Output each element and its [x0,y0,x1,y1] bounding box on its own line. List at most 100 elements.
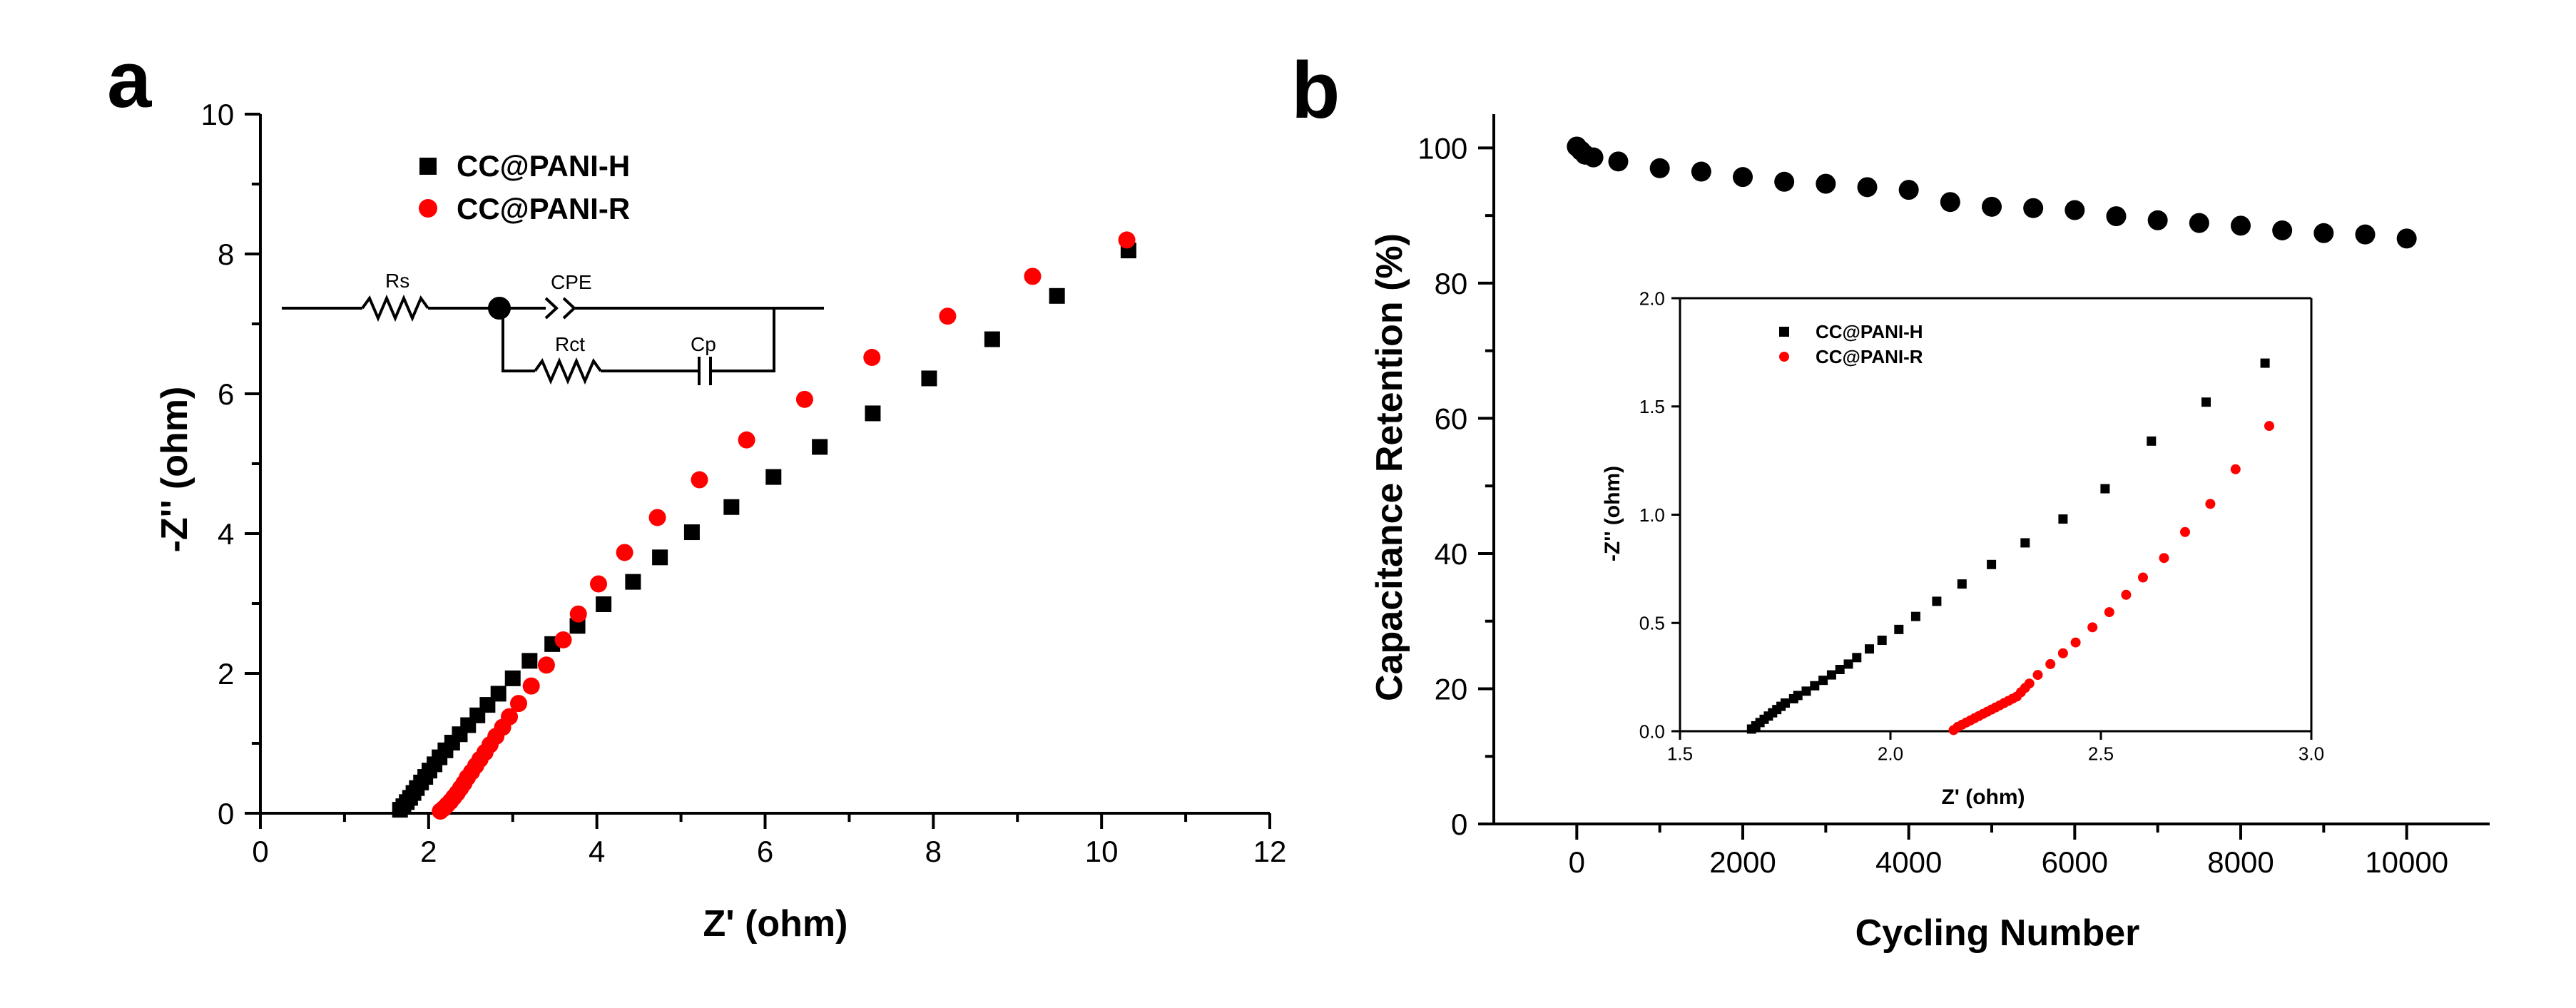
panel-a-point-cc-pani-r [691,471,708,489]
inset-point-cc-pani-r [2087,622,2098,633]
panel-a-point-cc-pani-r [522,677,540,695]
panel-a-point-cc-pani-r [738,431,755,449]
panel-b-data-points [1567,136,2417,249]
inset-legend-marker-cc-pani-r [1779,352,1789,362]
inset-y-tick-label: 1.0 [1639,504,1665,526]
inset-x-tick-label: 2.0 [1878,743,1903,765]
inset-x-tick-label: 1.5 [1667,743,1693,765]
panel-b-inset-chart: 1.5 2.0 2.5 3.0 0.0 0.5 1.0 1.5 2.0 Z' (ohm) -Z… [1601,287,2324,809]
panel-a-point-cc-pani-h [921,370,937,387]
panel-a-y-tick-labels: 0 2 4 6 8 10 [201,98,235,830]
panel-a-y-tick-label: 2 [218,657,234,691]
inset-y-tick-label: 0.0 [1639,721,1665,742]
inset-point-cc-pani-h [1801,686,1811,696]
panel-b-y-tick-label: 40 [1435,537,1468,571]
panel-b-point-capacitance-retention [1898,180,1919,200]
panel-a-point-cc-pani-r [554,631,572,648]
panel-a-x-tick-labels: 0 2 4 6 8 10 12 [252,835,1286,868]
inset-point-cc-pani-h [1810,681,1820,691]
panel-a-y-tick-label: 0 [218,797,234,830]
inset-point-cc-pani-h [1818,676,1828,686]
inset-legend-marker-cc-pani-h [1779,327,1789,337]
inset-point-cc-pani-h [1793,691,1803,701]
inset-point-cc-pani-h [1987,559,1997,569]
inset-point-cc-pani-h [2147,436,2157,446]
inset-point-cc-pani-h [1865,644,1874,654]
legend-marker-cc-pani-r [419,199,437,218]
panel-a-point-cc-pani-r [537,656,555,674]
panel-b-point-capacitance-retention [2272,220,2293,240]
inset-point-cc-pani-r [2180,526,2190,537]
inset-legend-label-cc-pani-h: CC@PANI-H [1816,321,1923,342]
inset-axes [1671,297,2313,740]
inset-point-cc-pani-r [2264,421,2274,432]
panel-b-y-tick-label: 20 [1435,673,1468,706]
panel-b-point-capacitance-retention [1608,151,1629,172]
inset-point-cc-pani-h [1835,665,1845,675]
panel-b-x-tick-label: 6000 [2042,845,2108,879]
inset-y-tick-label: 1.5 [1639,396,1665,417]
inset-point-cc-pani-h [1877,636,1887,646]
panel-b-chart: 0 2000 4000 6000 8000 10000 0 20 40 60 80 100 Cycl… [1369,114,2490,954]
legend-marker-cc-pani-h [419,158,437,175]
inset-y-tick-labels: 0.0 0.5 1.0 1.5 2.0 [1639,287,1665,742]
inset-legend: CC@PANI-H CC@PANI-R [1779,321,1923,367]
panel-a-point-cc-pani-h [1049,287,1065,304]
panel-b-point-capacitance-retention [2189,213,2209,233]
panel-a-point-cc-pani-r [648,509,666,526]
panel-a-point-cc-pani-r [501,708,519,726]
panel-b-x-tick-label: 10000 [2365,845,2448,879]
inset-point-cc-pani-r [2205,499,2216,509]
panel-b-point-capacitance-retention [1733,167,1753,188]
panel-b-point-capacitance-retention [2023,198,2044,218]
inset-point-cc-pani-r [2045,658,2056,669]
panel-b-point-capacitance-retention [1691,161,1711,182]
panel-b-point-capacitance-retention [2065,200,2085,220]
panel-b-point-capacitance-retention [2355,224,2376,245]
inset-point-cc-pani-h [1781,698,1790,708]
inset-point-cc-pani-r [2070,637,2081,648]
panel-a-x-tick-label: 4 [589,835,605,868]
inset-point-cc-pani-h [2020,538,2030,548]
inset-legend-label-cc-pani-r: CC@PANI-R [1816,346,1923,367]
panel-a-x-tick-label: 12 [1253,835,1287,868]
circuit-wire-drop [502,308,535,372]
panel-a-point-cc-pani-h [504,670,521,686]
panel-b-point-capacitance-retention [1982,196,2002,217]
inset-point-cc-pani-r [2024,678,2035,689]
panel-a-data-points [392,231,1136,820]
inset-point-cc-pani-r [2104,607,2114,618]
panel-b-y-tick-label: 0 [1451,808,1467,841]
inset-point-cc-pani-r [2121,589,2132,600]
panel-a-point-cc-pani-r [616,544,633,561]
panel-a-x-tick-label: 10 [1085,835,1119,868]
inset-point-cc-pani-h [2100,484,2110,494]
inset-point-cc-pani-r [2159,553,2169,564]
inset-point-cc-pani-h [1826,670,1836,680]
inset-x-tick-label: 2.5 [2088,743,2114,765]
panel-a-point-cc-pani-r [1118,231,1136,249]
inset-y-axis-title: -Z'' (ohm) [1601,466,1624,561]
panel-a-x-tick-label: 2 [420,835,437,868]
panel-a-x-tick-label: 0 [252,835,268,868]
inset-point-cc-pani-h [1894,624,1904,634]
equivalent-circuit-diagram [282,294,824,385]
panel-a-point-cc-pani-h [812,439,828,455]
panel-a-point-cc-pani-r [795,390,813,408]
panel-b-point-capacitance-retention [1857,177,1878,198]
panel-b-point-capacitance-retention [2106,206,2127,227]
panel-b-x-tick-label: 4000 [1875,845,1942,879]
inset-y-tick-label: 0.5 [1639,613,1665,634]
resistor-rs [361,294,429,322]
panel-a-point-cc-pani-r [1024,268,1042,285]
panel-b-point-capacitance-retention [1649,158,1670,178]
circuit-wire-bottom-right [711,308,775,372]
panel-a-point-cc-pani-r [510,695,528,713]
panel-b-y-tick-labels: 0 20 40 60 80 100 [1417,132,1467,842]
panel-a-point-cc-pani-h [521,653,538,669]
inset-point-cc-pani-h [1852,653,1862,663]
panel-b-point-capacitance-retention [2313,223,2334,243]
panel-a-y-tick-label: 10 [201,98,235,131]
panel-a-point-cc-pani-r [939,307,957,325]
